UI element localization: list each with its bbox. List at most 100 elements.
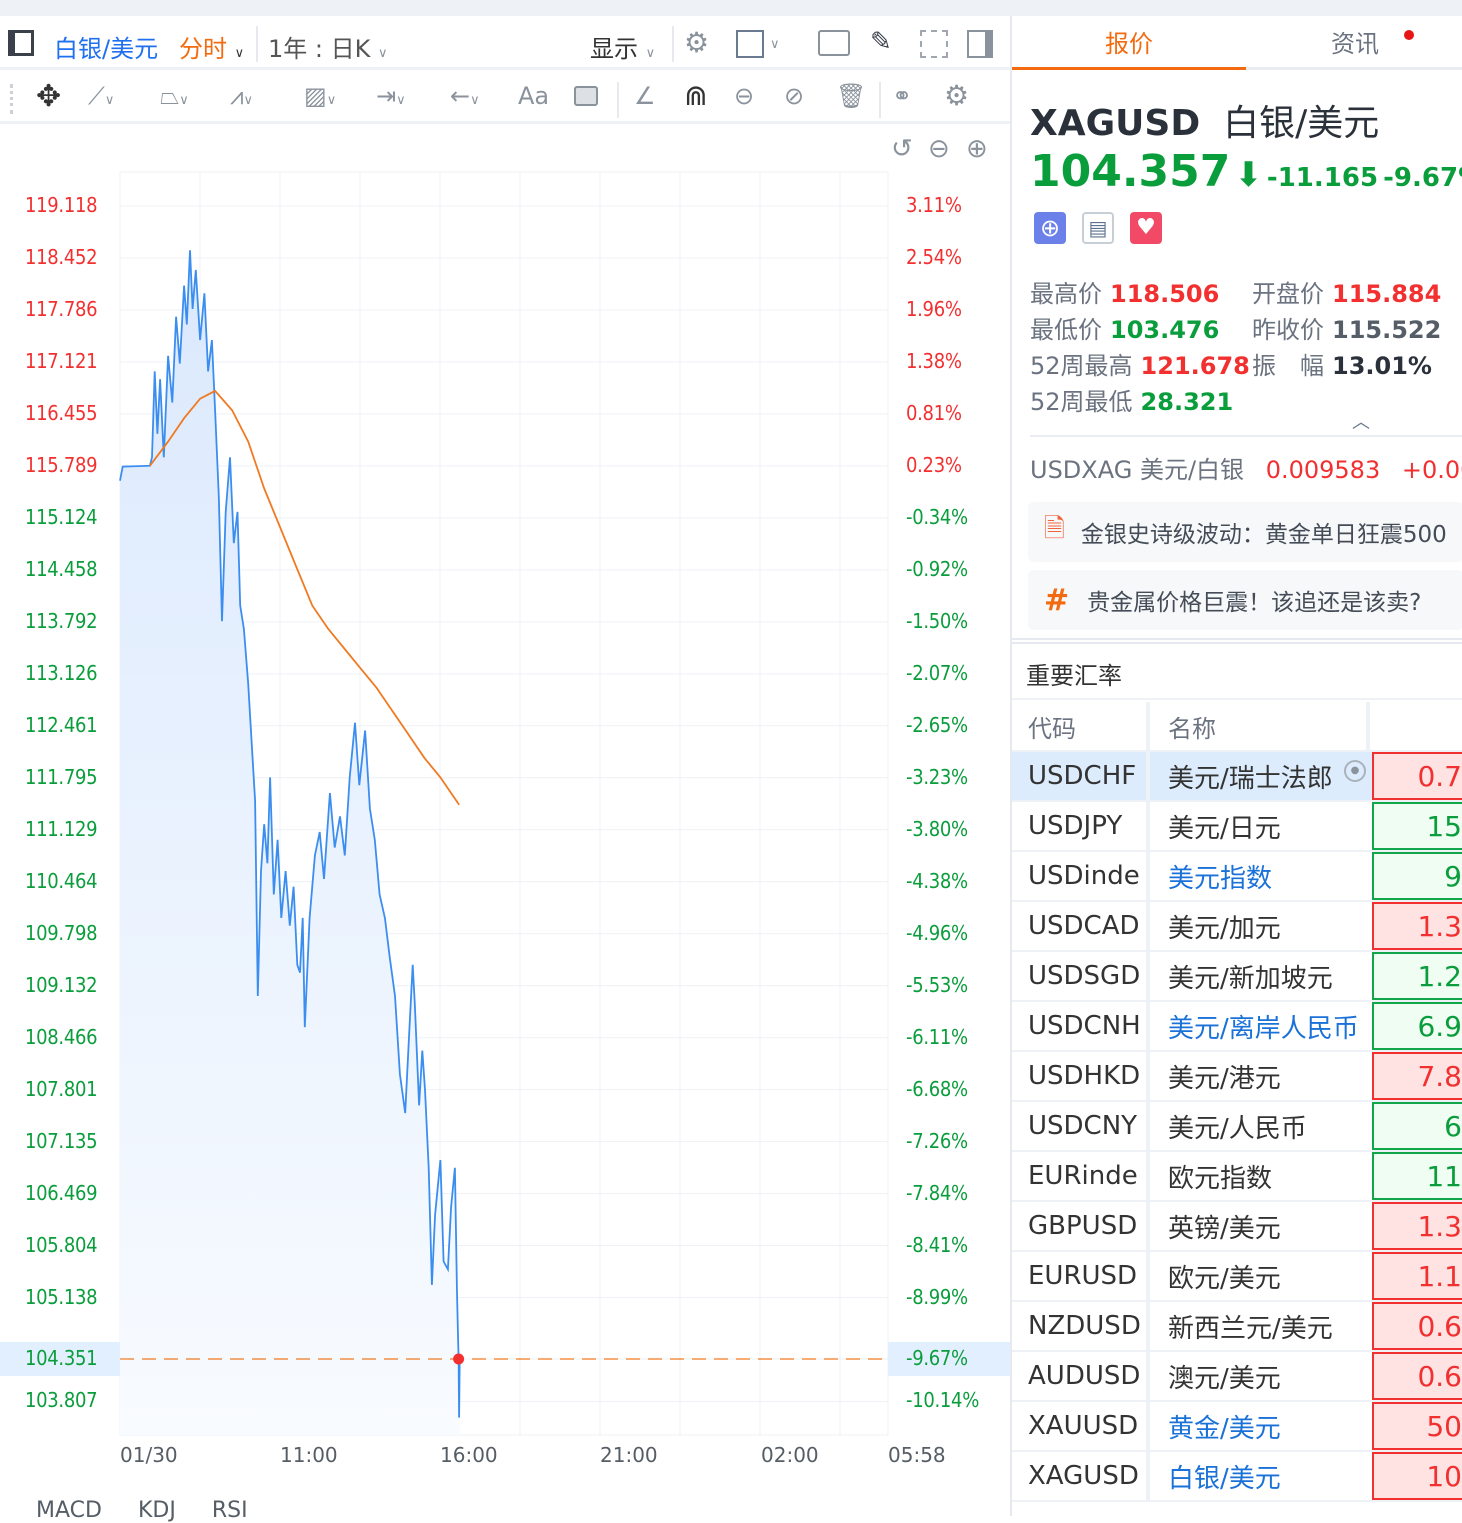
line-tool-icon[interactable]: ⟋∨ (88, 82, 115, 110)
rate-row[interactable]: XAGUSD 白银/美元 10 (1012, 1452, 1462, 1502)
rate-name[interactable]: 美元/离岸人民币 (1168, 1013, 1359, 1044)
ruler-icon[interactable]: ∠ (634, 82, 656, 110)
tab-news[interactable]: 资讯 (1246, 16, 1462, 70)
rate-code: USDinde (1012, 852, 1150, 900)
text-tool-icon[interactable]: Aa (518, 82, 550, 110)
rate-row[interactable]: USDCNH 美元/离岸人民币 6.9 (1012, 1002, 1462, 1052)
zoom-in-icon[interactable]: ⊕ (966, 134, 988, 164)
rate-row[interactable]: NZDUSD 新西兰元/美元 0.6 (1012, 1302, 1462, 1352)
rate-row[interactable]: USDCHF 美元/瑞士法郎 0.7 ● (1012, 752, 1462, 802)
percent-tick-label: 1.38% (906, 348, 962, 373)
rate-name: 美元/瑞士法郎 (1168, 763, 1333, 794)
collapse-chevron-icon[interactable]: ︿ (1352, 412, 1370, 433)
rate-name[interactable]: 美元指数 (1168, 863, 1273, 894)
price-tick-label: 113.126 (25, 660, 98, 685)
news-item[interactable]: 🗎︎ 金银史诗级波动：黄金单日狂震500 (1028, 502, 1462, 562)
camera-icon[interactable] (818, 30, 850, 56)
comment-tool-icon[interactable] (574, 86, 598, 106)
news-item[interactable]: # 贵金属价格巨震！该追还是该卖? (1028, 570, 1462, 630)
display-menu[interactable]: 显示 ∨ (590, 29, 655, 64)
rate-value: 9 (1372, 852, 1462, 900)
range-selector[interactable]: 1年 : 日K ∨ (268, 29, 388, 64)
range-label: 1年 : 日K (268, 35, 371, 63)
price-change: -11.165 (1266, 163, 1379, 193)
price-tick-label: 111.795 (25, 764, 98, 789)
rate-row[interactable]: USDHKD 美元/港元 7.8 (1012, 1052, 1462, 1102)
rate-code: USDCNH (1012, 1002, 1150, 1050)
polyline-tool-icon[interactable]: ⏢∨ (160, 82, 189, 110)
chevron-down-icon[interactable]: ∨ (770, 37, 780, 52)
price-line: 104.357 ⬇ -11.165 -9.67% (1030, 146, 1462, 197)
rate-row[interactable]: EURinde 欧元指数 11 (1012, 1152, 1462, 1202)
price-tick-label: 119.118 (25, 193, 98, 217)
move-icon[interactable]: ✥ (36, 79, 62, 114)
undo-icon[interactable]: ↺ (891, 134, 913, 164)
eye-icon[interactable]: ● (1344, 760, 1366, 782)
compare-icon[interactable]: ⚭ (892, 82, 913, 110)
wave-tool-icon[interactable]: ⩘∨ (230, 82, 254, 110)
percent-tick-label: 1.96% (906, 297, 962, 321)
symbol-selector[interactable]: 白银/美元 (54, 35, 159, 63)
rate-code: NZDUSD (1012, 1302, 1150, 1350)
delete-icon[interactable]: 🗑︎ (836, 82, 867, 110)
rate-row[interactable]: USDCNY 美元/人民币 6 (1012, 1102, 1462, 1152)
stat-52w-low: 52周最低 28.321 (1030, 388, 1234, 416)
header-code[interactable]: 代码 (1012, 702, 1150, 750)
rate-value: 7.8 (1372, 1052, 1462, 1100)
rate-value: 50 (1372, 1402, 1462, 1450)
rate-name[interactable]: 白银/美元 (1168, 1463, 1281, 1494)
panel-toggle-icon[interactable] (967, 30, 993, 58)
hide-drawings-icon[interactable]: ⊘ (784, 82, 805, 110)
rate-row[interactable]: USDCAD 美元/加元 1.3 (1012, 902, 1462, 952)
arrow-tool-icon[interactable]: ←∨ (450, 82, 480, 110)
divider (879, 82, 881, 118)
percent-tick-label: -6.11% (906, 1024, 968, 1049)
tab-macd[interactable]: MACD (36, 1498, 102, 1523)
rate-row[interactable]: USDJPY 美元/日元 15 (1012, 802, 1462, 852)
display-label: 显示 (590, 35, 638, 63)
note-icon[interactable]: ▤ (1082, 212, 1114, 244)
lock-drawings-icon[interactable]: ⊖ (734, 82, 755, 110)
tab-kdj[interactable]: KDJ (137, 1498, 176, 1523)
measure-tool-icon[interactable]: ⇥∨ (376, 82, 406, 110)
settings-icon[interactable]: ⚙ (944, 79, 970, 112)
tab-label: 资讯 (1331, 30, 1379, 58)
time-tick-label: 02:00 (761, 1443, 819, 1467)
tab-quote[interactable]: 报价 (1012, 16, 1246, 70)
header-name[interactable]: 名称 (1152, 702, 1370, 750)
rate-row[interactable]: USDSGD 美元/新加坡元 1.2 (1012, 952, 1462, 1002)
drag-handle-icon[interactable] (10, 84, 18, 114)
rate-row[interactable]: USDinde 美元指数 9 (1012, 852, 1462, 902)
zoom-out-icon[interactable]: ⊖ (928, 134, 950, 164)
fullscreen-icon[interactable] (920, 30, 948, 58)
period-selector[interactable]: 分时 ∨ (179, 29, 244, 64)
settings-icon[interactable]: ⚙ (684, 26, 710, 59)
price-tick-label: 108.466 (25, 1024, 98, 1049)
rate-row[interactable]: XAUUSD 黄金/美元 50 (1012, 1402, 1462, 1452)
sidebar-toggle-icon[interactable] (8, 30, 34, 56)
last-price-dot (453, 1353, 465, 1365)
rate-value: 15 (1372, 802, 1462, 850)
rate-row[interactable]: GBPUSD 英镑/美元 1.3 (1012, 1202, 1462, 1252)
price-chart[interactable] (0, 0, 1010, 1516)
fib-tool-icon[interactable]: ▨∨ (304, 82, 337, 110)
rate-value: 1.2 (1372, 952, 1462, 1000)
price-change-pct: -9.67% (1383, 163, 1462, 193)
rate-row[interactable]: AUDUSD 澳元/美元 0.6 (1012, 1352, 1462, 1402)
globe-icon[interactable]: ⊕ (1034, 212, 1066, 244)
tab-rsi[interactable]: RSI (211, 1498, 248, 1523)
rate-row[interactable]: EURUSD 欧元/美元 1.1 (1012, 1252, 1462, 1302)
rate-name[interactable]: 黄金/美元 (1168, 1413, 1281, 1444)
favorite-heart-icon[interactable]: ♥ (1130, 212, 1162, 244)
price-tick-label: 104.351 (25, 1345, 98, 1370)
price-tick-label: 115.124 (25, 504, 98, 529)
layout-icon[interactable] (736, 30, 764, 58)
magnet-icon[interactable]: ⋒ (684, 79, 708, 112)
chevron-down-icon: ∨ (378, 46, 388, 61)
pencil-icon[interactable]: ✎ (870, 27, 892, 57)
rate-name: 欧元/美元 (1168, 1263, 1281, 1294)
drawing-toolbar: ✥ ⟋∨ ⏢∨ ⩘∨ ▨∨ ⇥∨ ←∨ Aa ∠ ⋒ ⊖ ⊘ 🗑︎ ⚭ ⚙ (0, 72, 1010, 124)
inverse-quote[interactable]: USDXAG 美元/白银 0.009583 +0.000 (1030, 456, 1462, 484)
rate-code: USDJPY (1012, 802, 1150, 850)
percent-tick-label: -2.65% (906, 712, 968, 737)
